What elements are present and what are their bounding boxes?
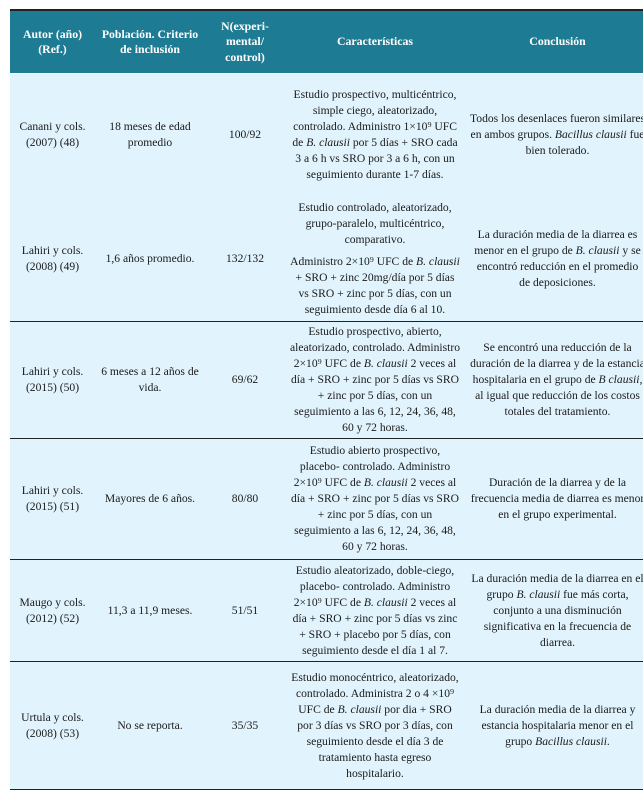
text: .	[606, 734, 610, 748]
text: 2 veces al día + SRO + zinc por 5 días v…	[291, 357, 459, 434]
author-cell: Lahiri y cols. (2015) (51)	[10, 438, 95, 560]
paragraph: Estudio prospectivo, abierto, aleatoriza…	[290, 324, 460, 436]
table-row: Urtula y cols. (2008) (53) No se reporta.…	[10, 661, 643, 790]
text: 2 veces al día + SRO + zinc por 5 días v…	[291, 476, 459, 553]
paragraph: La duración media de la diarrea y estanc…	[470, 702, 643, 750]
header-conclusion: Conclusión	[465, 9, 643, 74]
population-cell: No se reporta.	[95, 661, 205, 790]
conclusion-cell: Todos los desenlaces fueron similares en…	[465, 73, 643, 197]
n-cell: 35/35	[205, 661, 285, 790]
text: Estudio prospectivo, multicéntrico, simp…	[292, 88, 457, 150]
table-body: Canani y cols. (2007) (48) 18 meses de ed…	[10, 73, 643, 790]
text: Estudio controlado, aleatorizado, grupo-…	[298, 200, 452, 246]
studies-table: Autor (año) (Ref.) Población. Criterio d…	[10, 9, 643, 790]
paragraph: Estudio aleatorizado, doble-ciego, place…	[290, 563, 460, 659]
text: fue bien tolerado.	[525, 128, 643, 158]
author-cell: Maugo y cols. (2012) (52)	[10, 559, 95, 662]
text: y se encontró reducción en el promedio d…	[476, 243, 641, 289]
italic-text: B. clausii	[363, 357, 408, 370]
conclusion-cell: La duración media de la diarrea es menor…	[465, 196, 643, 322]
author-cell: Lahiri y cols. (2015) (50)	[10, 321, 95, 439]
header-characteristics: Características	[285, 9, 465, 74]
text: Todos los desenlaces fueron similares en…	[470, 112, 643, 142]
table-row: Lahiri y cols. (2008) (49) 1,6 años prome…	[10, 196, 643, 322]
conclusion-cell: Duración de la diarrea y de la frecuenci…	[465, 438, 643, 560]
conclusion-cell: La duración media de la diarrea en el gr…	[465, 559, 643, 662]
italic-text: B. clausii	[363, 595, 408, 609]
conclusion-cell: Se encontró una reducción de la duración…	[465, 321, 643, 439]
n-cell: 132/132	[205, 196, 285, 322]
paragraph: Se encontró una reducción de la duración…	[470, 340, 643, 420]
paragraph: Estudio controlado, aleatorizado, grupo-…	[290, 200, 460, 248]
text: por dia + SRO por 3 días vs SRO por 3 dí…	[297, 702, 453, 780]
text: Se encontró una reducción de la duración…	[470, 341, 643, 386]
italic-text: Bacillus clausii	[554, 128, 627, 142]
n-cell: 100/92	[205, 73, 285, 197]
text: Estudio aleatorizado, doble-ciego, place…	[293, 563, 455, 609]
italic-text: B clausii,	[598, 373, 643, 386]
characteristics-cell: Estudio aleatorizado, doble-ciego, place…	[285, 559, 465, 662]
text: 2 veces al día + SRO + zinc por 5 días v…	[292, 595, 458, 657]
header-population: Población. Criterio de inclusión	[95, 9, 205, 74]
paragraph: Duración de la diarrea y de la frecuenci…	[470, 475, 643, 523]
author-cell: Lahiri y cols. (2008) (49)	[10, 196, 95, 322]
paragraph: La duración media de la diarrea es menor…	[470, 227, 643, 291]
text: + SRO + zinc 20mg/día por 5 días vs SRO …	[295, 270, 455, 316]
header-author: Autor (año) (Ref.)	[10, 9, 95, 74]
header-row: Autor (año) (Ref.) Población. Criterio d…	[10, 9, 643, 74]
paragraph: Estudio monocéntrico, aleatorizado, cont…	[290, 670, 460, 782]
italic-text: B. clausii	[516, 587, 561, 601]
italic-text: B. clausii	[306, 136, 350, 150]
italic-text: B. clausii	[416, 254, 460, 268]
italic-text: B. clausii	[363, 476, 408, 489]
n-cell: 51/51	[205, 559, 285, 662]
characteristics-cell: Estudio abierto prospectivo, placebo- co…	[285, 438, 465, 560]
text: La duración media de la diarrea es menor…	[474, 227, 638, 257]
table-row: Lahiri y cols. (2015) (51) Mayores de 6 a…	[10, 438, 643, 560]
conclusion-cell: La duración media de la diarrea y estanc…	[465, 661, 643, 790]
paragraph: Administro 2×10⁹ UFC de B. clausii + SRO…	[290, 254, 460, 318]
characteristics-cell: Estudio monocéntrico, aleatorizado, cont…	[285, 661, 465, 790]
italic-text: B. clausii	[337, 702, 382, 716]
table-row: Lahiri y cols. (2015) (50) 6 meses a 12 a…	[10, 321, 643, 439]
text: Estudio abierto prospectivo, placebo- co…	[293, 444, 451, 489]
n-cell: 80/80	[205, 438, 285, 560]
paragraph: Todos los desenlaces fueron similares en…	[470, 111, 643, 159]
text: Estudio monocéntrico, aleatorizado, cont…	[291, 670, 459, 716]
text: fue más corta, conjunto a una disminució…	[483, 587, 632, 649]
author-cell: Urtula y cols. (2008) (53)	[10, 661, 95, 790]
italic-text: B. clausii	[575, 243, 620, 257]
text: Estudio prospectivo, abierto, aleatoriza…	[290, 325, 460, 370]
population-cell: 1,6 años promedio.	[95, 196, 205, 322]
characteristics-cell: Estudio prospectivo, abierto, aleatoriza…	[285, 321, 465, 439]
table-row: Maugo y cols. (2012) (52) 11,3 a 11,9 mes…	[10, 559, 643, 662]
n-cell: 69/62	[205, 321, 285, 439]
table-row: Canani y cols. (2007) (48) 18 meses de ed…	[10, 73, 643, 197]
paragraph: Estudio abierto prospectivo, placebo- co…	[290, 443, 460, 555]
text: Administro 2×10⁹ UFC de	[290, 254, 417, 268]
text: al igual que reducción de los costos tot…	[475, 389, 640, 418]
population-cell: 11,3 a 11,9 meses.	[95, 559, 205, 662]
characteristics-cell: Estudio controlado, aleatorizado, grupo-…	[285, 196, 465, 322]
paragraph: La duración media de la diarrea en el gr…	[470, 571, 643, 651]
paragraph: Estudio prospectivo, multicéntrico, simp…	[290, 87, 460, 183]
population-cell: 18 meses de edad promedio	[95, 73, 205, 197]
population-cell: Mayores de 6 años.	[95, 438, 205, 560]
italic-text: Bacillus clausii	[535, 734, 607, 748]
text: La duración media de la diarrea en el gr…	[471, 571, 643, 601]
header-n: N(experi-mental/ control)	[205, 9, 285, 74]
characteristics-cell: Estudio prospectivo, multicéntrico, simp…	[285, 73, 465, 197]
population-cell: 6 meses a 12 años de vida.	[95, 321, 205, 439]
author-cell: Canani y cols. (2007) (48)	[10, 73, 95, 197]
text: por 5 días + SRO cada 3 a 6 h vs SRO por…	[295, 136, 458, 182]
text: La duración media de la diarrea y estanc…	[479, 702, 636, 748]
text: Duración de la diarrea y de la frecuenci…	[470, 476, 643, 521]
